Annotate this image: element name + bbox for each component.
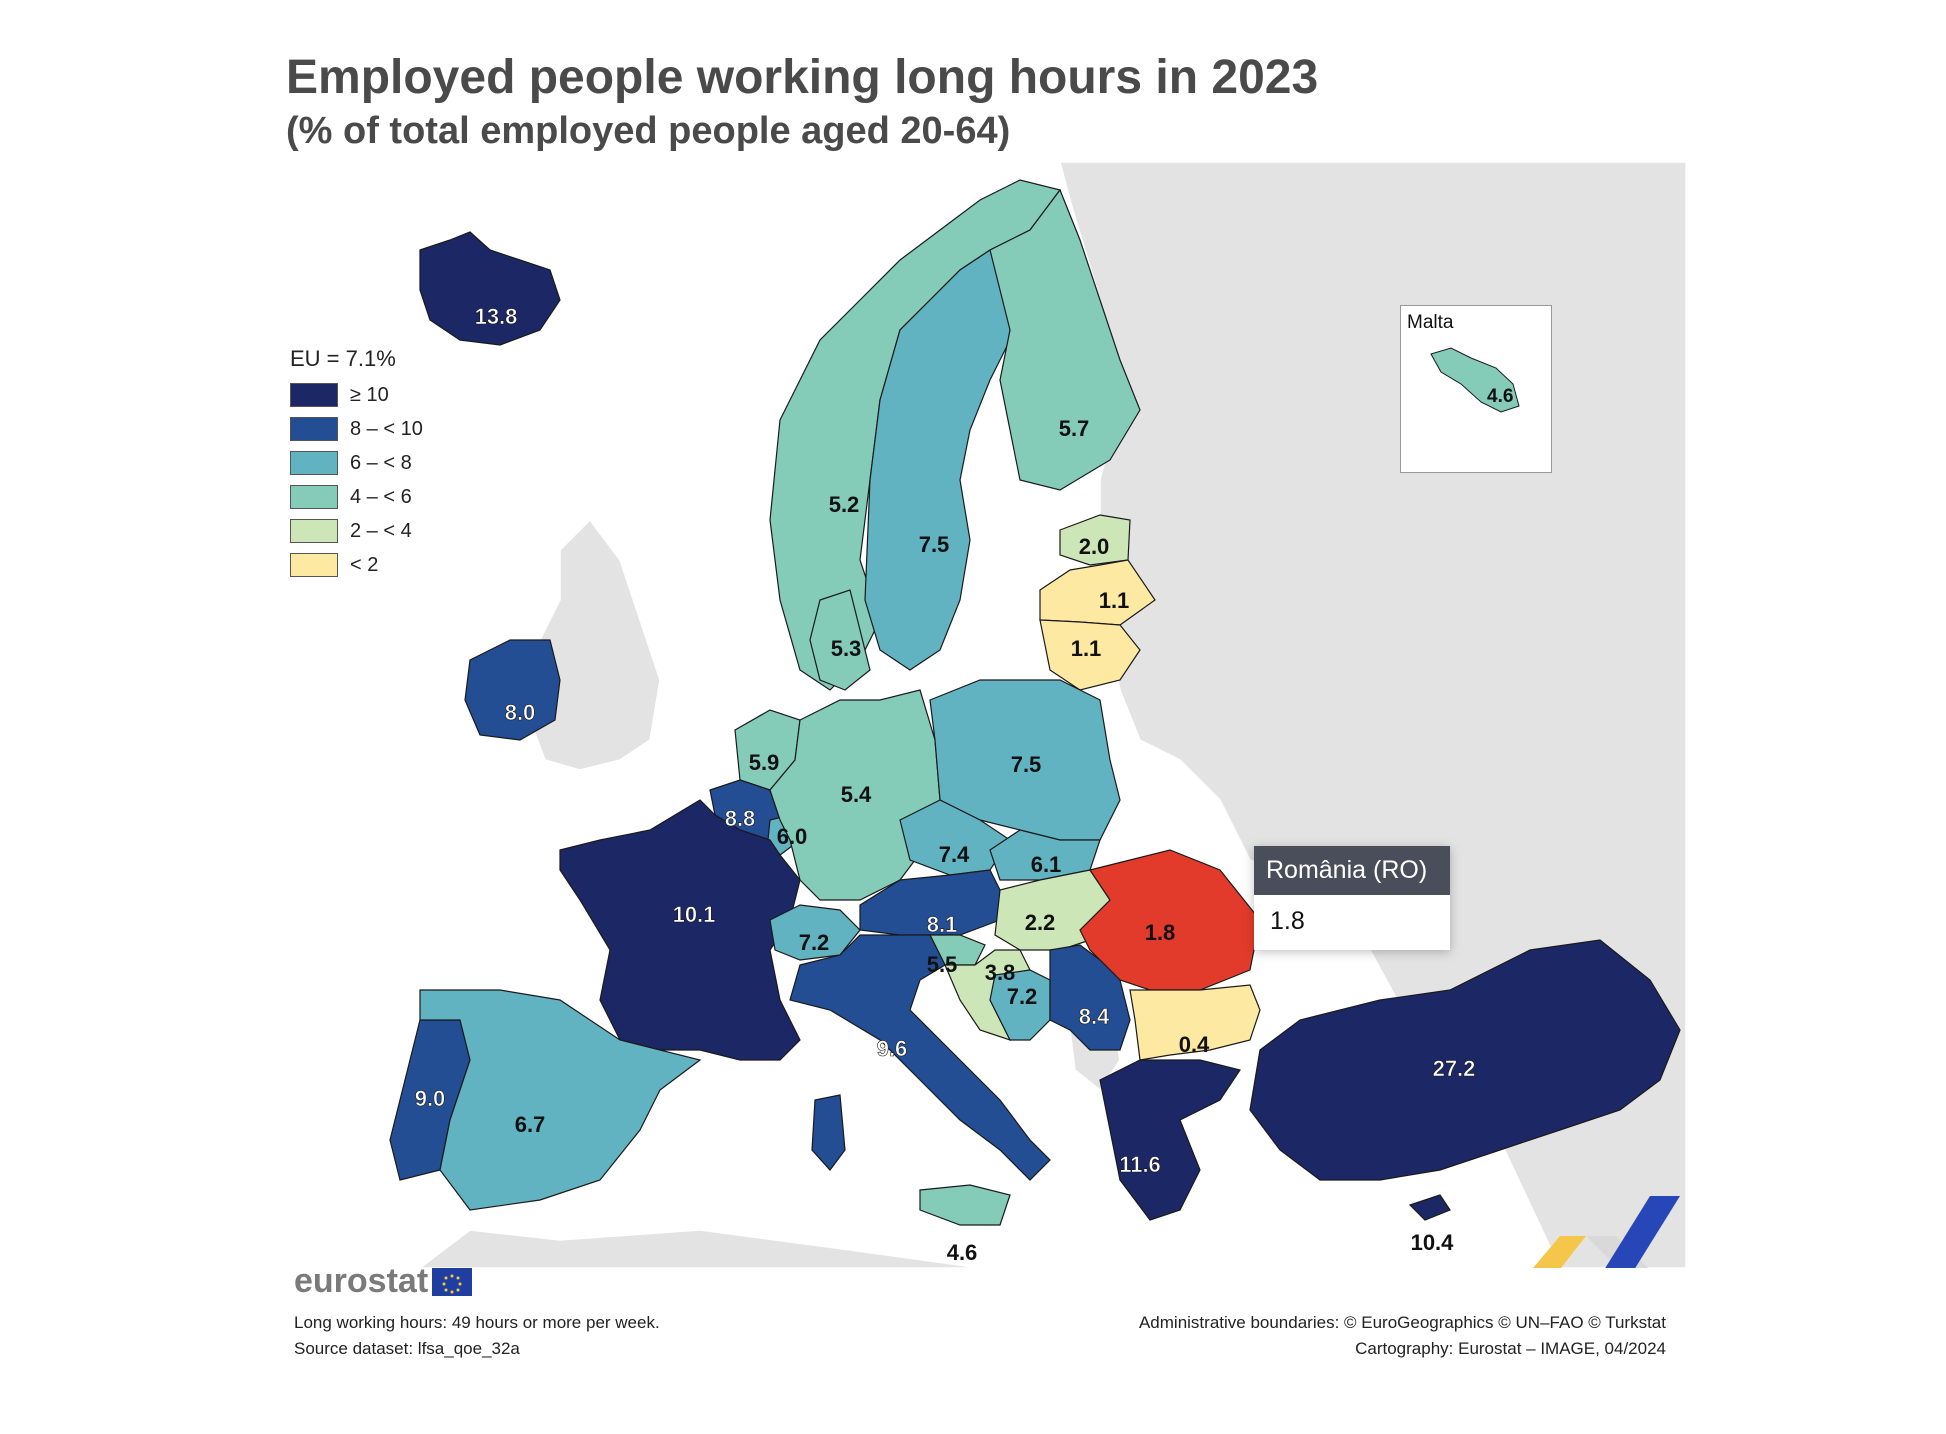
- label-TR: 27.2: [1433, 1056, 1476, 1081]
- corner-graphic: [1533, 1196, 1680, 1268]
- malta-shape: [1430, 347, 1520, 413]
- label-LU: 6.0: [777, 824, 808, 849]
- malta-inset: Malta 4.6: [1400, 305, 1552, 473]
- footer-source: Source dataset: lfsa_qoe_32a: [294, 1339, 520, 1358]
- legend-item: 4 – < 6: [290, 480, 423, 514]
- legend-swatch: [290, 417, 338, 441]
- legend-item-label: ≥ 10: [350, 383, 389, 406]
- map-subtitle: (% of total employed people aged 20-64): [286, 110, 1011, 152]
- legend-swatch: [290, 519, 338, 543]
- country-IT[interactable]: [789, 934, 1051, 1181]
- legend-swatch: [290, 485, 338, 509]
- footer-boundaries: Administrative boundaries: © EuroGeograp…: [1138, 1313, 1666, 1332]
- legend-item: 8 – < 10: [290, 412, 423, 446]
- country-SE[interactable]: [864, 249, 1011, 671]
- country-tooltip: România (RO) 1.8: [1254, 846, 1450, 950]
- country-CH[interactable]: [769, 904, 861, 961]
- malta-inset-label: Malta: [1407, 312, 1454, 333]
- country-MT[interactable]: [1430, 347, 1520, 413]
- country-BA[interactable]: [989, 969, 1051, 1041]
- legend-swatch: [290, 553, 338, 577]
- legend-item: 2 – < 4: [290, 514, 423, 548]
- label-EE: 2.0: [1079, 534, 1110, 559]
- label-IT-sicily: 4.6: [947, 1240, 978, 1265]
- footer-notes: Long working hours: 49 hours or more per…: [294, 1310, 660, 1362]
- label-CH: 7.2: [799, 930, 830, 955]
- legend-item-label: 4 – < 6: [350, 485, 412, 508]
- label-SI: 5.5: [927, 952, 958, 977]
- country-DE[interactable]: [769, 689, 941, 901]
- label-HR: 3.8: [985, 960, 1016, 985]
- country-FR[interactable]: [559, 799, 801, 1061]
- label-NL: 5.9: [749, 750, 780, 775]
- country-EL[interactable]: [1099, 1059, 1241, 1221]
- label-ES: 6.7: [515, 1112, 546, 1137]
- legend-rows: ≥ 10 8 – < 10 6 – < 8 4 – < 6 2 – < 4 < …: [290, 378, 423, 582]
- map-title: Employed people working long hours in 20…: [286, 51, 1319, 104]
- legend-item: ≥ 10: [290, 378, 423, 412]
- country-CY[interactable]: [1408, 1194, 1451, 1221]
- label-RS: 8.4: [1079, 1004, 1110, 1029]
- label-BG: 0.4: [1179, 1032, 1210, 1057]
- label-LT: 1.1: [1071, 636, 1102, 661]
- label-BE: 8.8: [725, 806, 756, 831]
- label-SE: 7.5: [919, 532, 950, 557]
- country-RS[interactable]: [1049, 944, 1131, 1051]
- label-SK: 6.1: [1031, 852, 1062, 877]
- country-IT-sardinia[interactable]: [811, 1094, 846, 1171]
- country-IE[interactable]: [464, 639, 561, 741]
- legend-item: 6 – < 8: [290, 446, 423, 480]
- tooltip-value: 1.8: [1270, 907, 1305, 935]
- country-DK[interactable]: [809, 589, 871, 691]
- label-HU: 2.2: [1025, 910, 1056, 935]
- eurostat-logo: eurostat: [294, 1262, 473, 1301]
- country-LT[interactable]: [1039, 619, 1141, 691]
- legend-item: < 2: [290, 548, 423, 582]
- country-IT-sicily[interactable]: [919, 1184, 1011, 1226]
- country-IS[interactable]: [419, 231, 561, 346]
- label-BA: 7.2: [1007, 984, 1038, 1009]
- label-PL: 7.5: [1011, 752, 1042, 777]
- label-EL: 11.6: [1119, 1152, 1161, 1177]
- country-ES[interactable]: [419, 989, 702, 1211]
- logo-text: eurostat: [294, 1262, 429, 1300]
- legend-item-label: 2 – < 4: [350, 519, 412, 542]
- label-PT: 9.0: [415, 1086, 446, 1111]
- label-FI: 5.7: [1059, 416, 1090, 441]
- footer-credits: Administrative boundaries: © EuroGeograp…: [1139, 1310, 1666, 1362]
- label-DE: 5.4: [841, 782, 872, 807]
- country-FI[interactable]: [989, 188, 1141, 491]
- label-FR: 10.1: [673, 902, 716, 927]
- label-RO: 1.8: [1145, 920, 1176, 945]
- legend-title: EU = 7.1%: [290, 346, 396, 371]
- country-SK[interactable]: [989, 829, 1101, 881]
- label-CY: 10.4: [1411, 1230, 1455, 1255]
- country-TR[interactable]: [1249, 939, 1681, 1181]
- north-africa-land: [418, 1229, 981, 1268]
- label-IS: 13.8: [475, 304, 518, 329]
- label-DK: 5.3: [831, 636, 862, 661]
- legend-item-label: 6 – < 8: [350, 451, 412, 474]
- label-IE: 8.0: [505, 700, 536, 725]
- legend-swatch: [290, 383, 338, 407]
- legend-swatch: [290, 451, 338, 475]
- country-BG[interactable]: [1129, 984, 1261, 1061]
- footer-cartography: Cartography: Eurostat – IMAGE, 04/2024: [1355, 1339, 1666, 1358]
- label-NO: 5.2: [829, 492, 860, 517]
- label-LV: 1.1: [1099, 588, 1130, 613]
- malta-inset-value: 4.6: [1487, 386, 1514, 407]
- footer-definition: Long working hours: 49 hours or more per…: [294, 1313, 660, 1332]
- legend: EU = 7.1% ≥ 10 8 – < 10 6 – < 8 4 – < 6 …: [290, 346, 423, 582]
- label-AT: 8.1: [927, 912, 958, 937]
- label-CZ: 7.4: [939, 842, 970, 867]
- eu-flag-icon: [432, 1267, 473, 1296]
- legend-item-label: < 2: [350, 553, 379, 576]
- legend-item-label: 8 – < 10: [350, 417, 423, 440]
- label-IT: 9.6: [877, 1036, 908, 1061]
- tooltip-title: România (RO): [1254, 846, 1450, 895]
